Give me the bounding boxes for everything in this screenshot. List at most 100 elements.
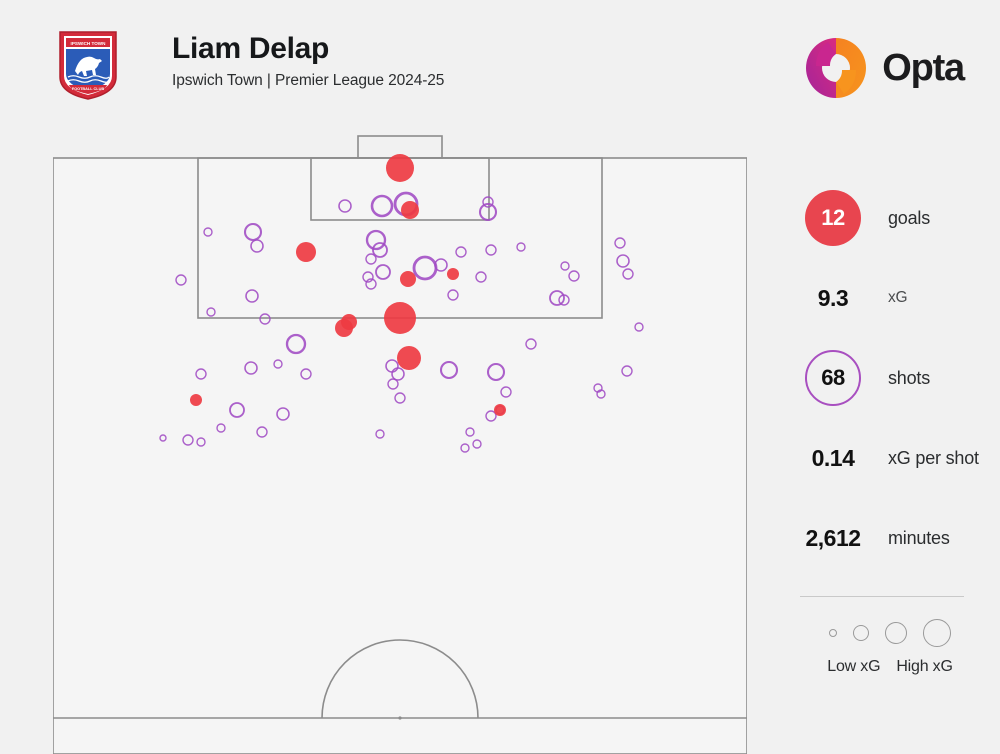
shot-marker-goal: [296, 242, 316, 262]
xg-size-legend: Low xG High xG: [790, 612, 990, 676]
legend-circle-1: [829, 629, 837, 637]
stats-panel: 12 goals 9.3 xG 68 shots 0.14 xG per shot 2,612 m…: [790, 178, 990, 578]
shot-marker: [475, 271, 487, 283]
shot-marker: [259, 313, 271, 325]
shot-marker: [434, 258, 448, 272]
shot-marker: [568, 270, 580, 282]
shot-marker: [276, 407, 290, 421]
stat-row-xG: 9.3 xG: [790, 258, 990, 338]
centre-circle-arc: [321, 639, 479, 719]
shot-marker: [387, 378, 399, 390]
stat-value-wrap: 2,612: [790, 525, 876, 552]
shot-marker: [549, 290, 565, 306]
stat-label-xG: xG: [888, 289, 908, 306]
shot-marker-goal: [335, 319, 353, 337]
legend-circle-4: [923, 619, 951, 647]
stat-value-xG: 9.3: [817, 284, 849, 311]
ipswich-town-crest: IPSWICH TOWN FOOTBALL CLUB: [57, 29, 119, 102]
shot-marker: [634, 322, 644, 332]
shot-marker: [285, 333, 307, 355]
legend-high-label: High xG: [896, 658, 953, 675]
stat-label-minutes: minutes: [888, 527, 950, 548]
shot-map-pitch: [53, 122, 747, 754]
stat-value-wrap: 0.14: [790, 445, 876, 472]
title-block: Liam Delap Ipswich Town | Premier League…: [172, 32, 444, 90]
shot-marker: [622, 268, 634, 280]
shot-marker: [256, 426, 268, 438]
shot-marker-goal: [401, 201, 419, 219]
shot-marker-goal: [400, 271, 416, 287]
shot-marker: [300, 368, 312, 380]
shot-marker-goal: [386, 154, 414, 182]
shot-marker: [478, 202, 498, 222]
shot-marker: [375, 264, 391, 280]
stat-label-goals: goals: [888, 207, 931, 228]
page-title: Liam Delap: [172, 32, 330, 65]
shot-marker: [614, 237, 626, 249]
opta-wordmark: Opta: [882, 46, 965, 89]
shot-marker: [621, 365, 633, 377]
shot-marker-goal: [190, 394, 202, 406]
shot-marker: [460, 443, 470, 453]
shot-marker-goal: [447, 268, 459, 280]
legend-circle-3: [885, 622, 907, 644]
opta-logo: Opta: [804, 36, 965, 100]
stat-value-wrap: 68: [790, 350, 876, 406]
stat-row-goals: 12 goals: [790, 178, 990, 258]
legend-circle-2: [853, 625, 869, 641]
shot-marker: [472, 439, 482, 449]
shot-marker: [216, 423, 226, 433]
legend-divider: [800, 596, 964, 597]
legend-label-row: Low xG High xG: [790, 658, 990, 676]
shot-marker: [206, 307, 216, 317]
shot-marker: [616, 254, 630, 268]
shot-marker: [245, 289, 259, 303]
shot-marker: [516, 242, 526, 252]
crest-bottom-text: FOOTBALL CLUB: [72, 87, 104, 91]
shot-marker: [196, 437, 206, 447]
shot-marker: [391, 367, 405, 381]
stat-label-shots: shots: [888, 367, 931, 388]
page-subtitle: Ipswich Town | Premier League 2024-25: [172, 71, 445, 89]
shot-marker: [365, 229, 387, 251]
shot-marker: [182, 434, 194, 446]
stat-row-xG-per-shot: 0.14 xG per shot: [790, 418, 990, 498]
shot-marker: [372, 242, 388, 258]
opta-mark-icon: [806, 38, 867, 98]
shot-marker: [365, 278, 377, 290]
shot-marker: [250, 239, 264, 253]
shot-marker: [455, 246, 467, 258]
stat-value-goals: 12: [805, 190, 861, 246]
shot-marker: [338, 199, 352, 213]
shot-marker: [560, 261, 570, 271]
shot-marker: [273, 359, 283, 369]
centre-spot: [398, 716, 402, 720]
crest-top-text: IPSWICH TOWN: [71, 41, 107, 46]
shot-marker: [485, 410, 497, 422]
legend-circle-row: [790, 612, 990, 654]
shot-marker: [159, 434, 167, 442]
shot-marker: [203, 227, 213, 237]
shot-marker: [500, 386, 512, 398]
shot-marker: [558, 294, 570, 306]
shot-marker: [465, 427, 475, 437]
shot-marker: [485, 244, 497, 256]
stat-label-xG-per-shot: xG per shot: [888, 447, 979, 468]
shot-marker-goal: [384, 302, 416, 334]
shot-marker: [195, 368, 207, 380]
shot-marker-goal: [397, 346, 421, 370]
shot-marker-goal: [494, 404, 506, 416]
shot-marker: [229, 402, 245, 418]
pitch-outline: [53, 157, 747, 754]
shot-marker: [447, 289, 459, 301]
shot-marker: [439, 360, 459, 380]
shot-marker: [244, 361, 258, 375]
stat-value-wrap: 9.3: [790, 285, 876, 312]
legend-low-label: Low xG: [827, 658, 881, 675]
shot-marker: [375, 429, 385, 439]
shot-marker: [525, 338, 537, 350]
shot-marker: [394, 392, 406, 404]
shot-marker: [596, 389, 606, 399]
stat-row-minutes: 2,612 minutes: [790, 498, 990, 578]
